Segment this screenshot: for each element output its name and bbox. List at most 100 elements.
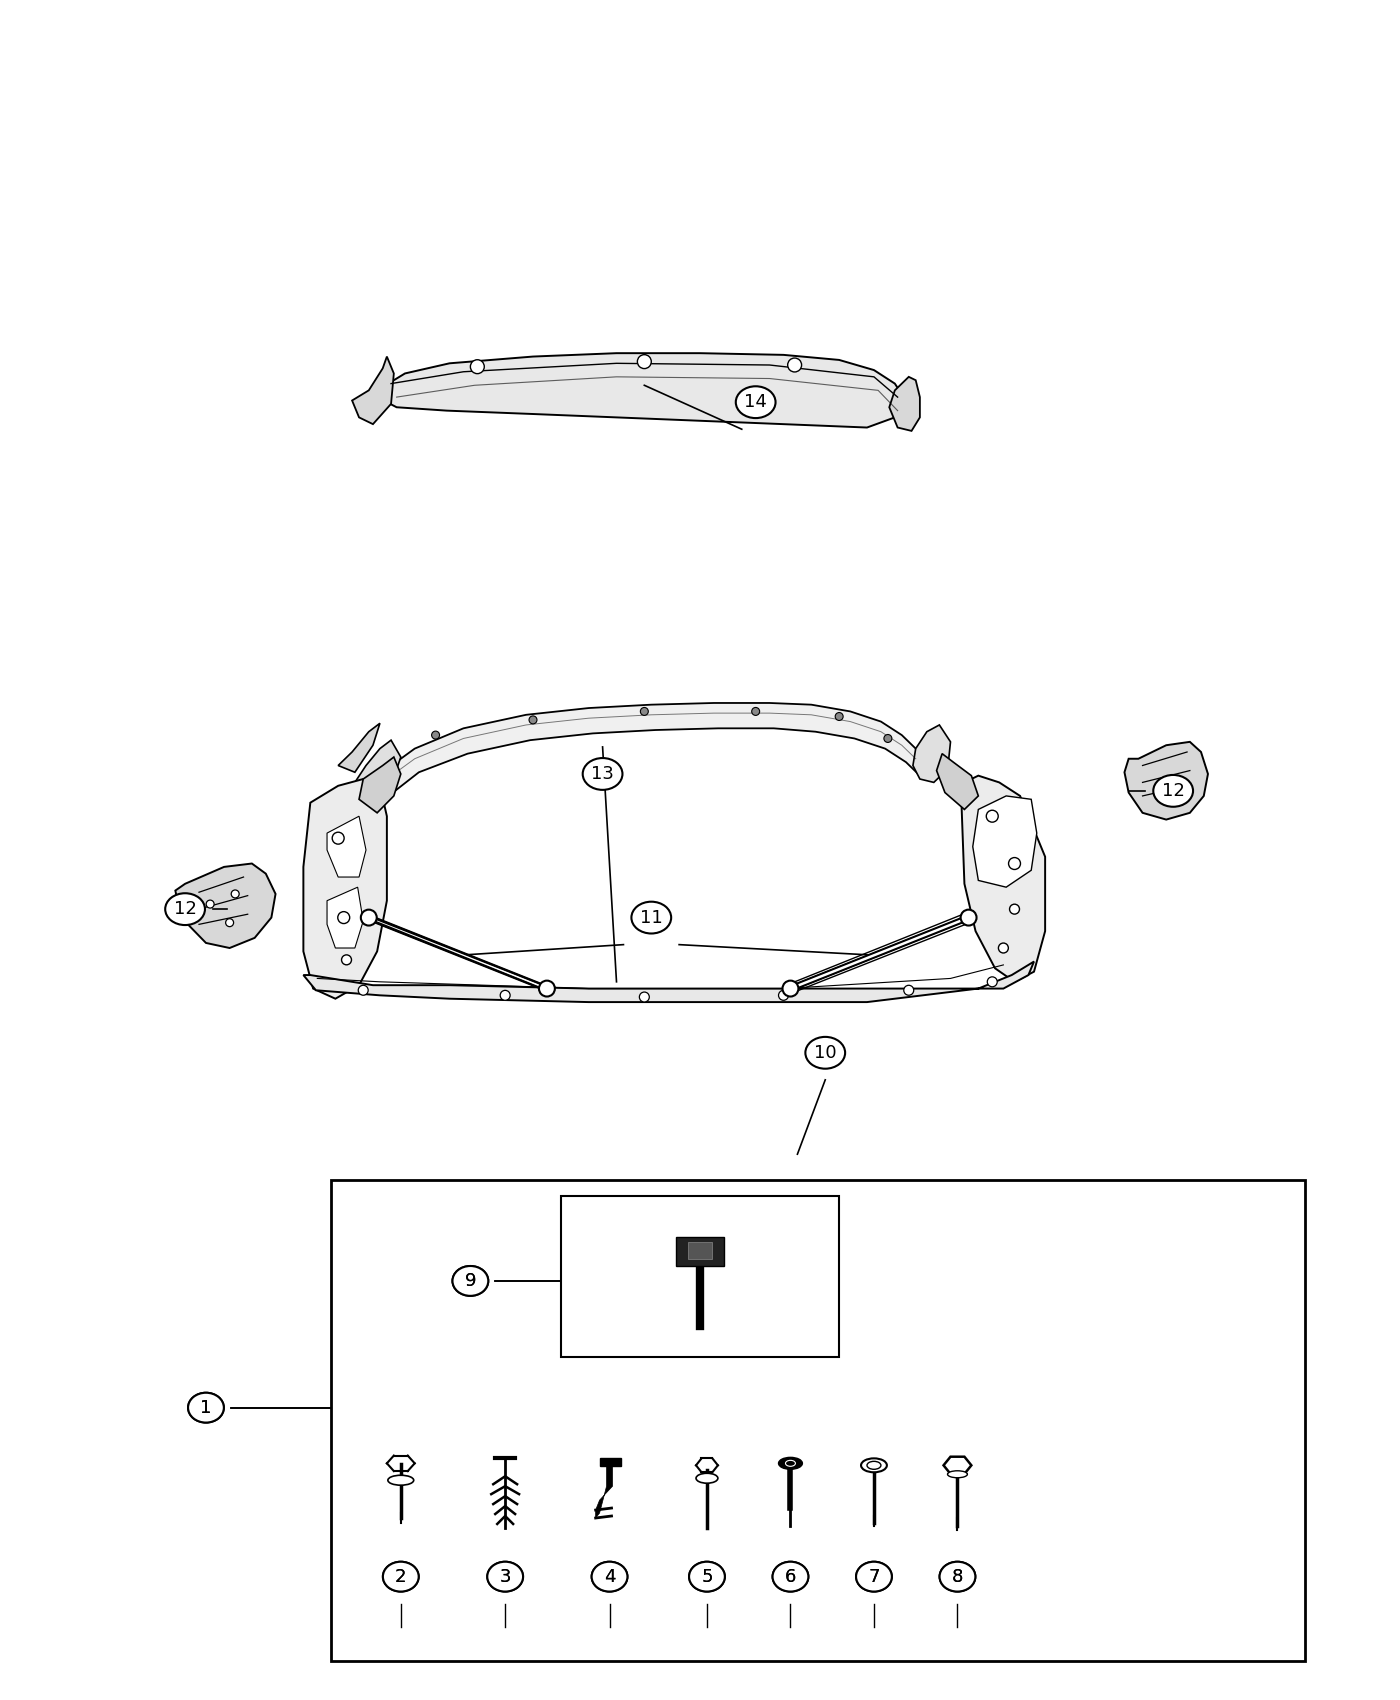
- Text: 6: 6: [785, 1567, 797, 1586]
- Ellipse shape: [592, 1562, 627, 1591]
- Ellipse shape: [388, 1476, 414, 1486]
- Ellipse shape: [689, 1562, 725, 1591]
- Ellipse shape: [861, 1459, 886, 1472]
- Polygon shape: [358, 756, 400, 813]
- Polygon shape: [304, 779, 386, 998]
- Polygon shape: [1124, 741, 1208, 819]
- Text: 9: 9: [465, 1272, 476, 1290]
- Circle shape: [998, 944, 1008, 954]
- Circle shape: [500, 991, 510, 1000]
- Ellipse shape: [382, 1562, 419, 1591]
- Ellipse shape: [382, 1562, 419, 1591]
- Ellipse shape: [948, 1470, 967, 1477]
- Circle shape: [337, 911, 350, 923]
- Ellipse shape: [188, 1392, 224, 1423]
- Circle shape: [1008, 857, 1021, 869]
- Bar: [687, 1241, 713, 1260]
- Text: 4: 4: [603, 1567, 615, 1586]
- Polygon shape: [328, 816, 365, 877]
- Ellipse shape: [939, 1562, 976, 1591]
- Ellipse shape: [696, 1474, 718, 1482]
- Circle shape: [960, 910, 977, 925]
- Polygon shape: [595, 1467, 613, 1518]
- Polygon shape: [973, 796, 1037, 887]
- Ellipse shape: [452, 1266, 489, 1295]
- Polygon shape: [599, 1459, 622, 1467]
- Polygon shape: [351, 357, 393, 425]
- Text: 5: 5: [701, 1567, 713, 1586]
- Text: 9: 9: [465, 1272, 476, 1290]
- Text: 13: 13: [591, 765, 615, 784]
- Ellipse shape: [773, 1562, 808, 1591]
- Ellipse shape: [855, 1562, 892, 1591]
- Text: 7: 7: [868, 1567, 879, 1586]
- Circle shape: [529, 716, 538, 724]
- Ellipse shape: [785, 1460, 795, 1467]
- Ellipse shape: [592, 1562, 627, 1591]
- Text: 12: 12: [1162, 782, 1184, 801]
- Circle shape: [470, 360, 484, 374]
- Circle shape: [640, 707, 648, 716]
- Polygon shape: [944, 1457, 972, 1474]
- Polygon shape: [889, 377, 920, 430]
- Ellipse shape: [778, 1457, 802, 1469]
- Circle shape: [788, 359, 802, 372]
- Circle shape: [358, 986, 368, 994]
- Text: 2: 2: [395, 1567, 406, 1586]
- Circle shape: [778, 991, 788, 1000]
- Ellipse shape: [1154, 775, 1193, 808]
- Ellipse shape: [452, 1266, 489, 1295]
- Circle shape: [904, 986, 914, 994]
- Text: 5: 5: [701, 1567, 713, 1586]
- Text: 10: 10: [813, 1044, 837, 1062]
- Circle shape: [342, 955, 351, 966]
- Bar: [676, 1236, 724, 1266]
- Text: 1: 1: [200, 1399, 211, 1416]
- Ellipse shape: [855, 1562, 892, 1591]
- Polygon shape: [339, 722, 379, 772]
- Ellipse shape: [867, 1462, 881, 1469]
- Circle shape: [1009, 904, 1019, 915]
- Polygon shape: [372, 704, 920, 802]
- Text: 4: 4: [603, 1567, 615, 1586]
- Polygon shape: [962, 775, 1046, 983]
- Ellipse shape: [736, 386, 776, 418]
- Bar: [332, 1180, 1305, 1661]
- Ellipse shape: [773, 1562, 808, 1591]
- Ellipse shape: [939, 1562, 976, 1591]
- Bar: [561, 1197, 839, 1357]
- Polygon shape: [304, 962, 1035, 1001]
- Circle shape: [206, 899, 214, 908]
- Circle shape: [836, 712, 843, 721]
- Ellipse shape: [805, 1037, 846, 1069]
- Ellipse shape: [631, 901, 671, 933]
- Circle shape: [987, 977, 997, 986]
- Circle shape: [986, 811, 998, 823]
- Text: 11: 11: [640, 908, 662, 927]
- Text: 6: 6: [785, 1567, 797, 1586]
- Circle shape: [752, 707, 760, 716]
- Circle shape: [637, 355, 651, 369]
- Circle shape: [640, 993, 650, 1001]
- Circle shape: [883, 734, 892, 743]
- Text: 12: 12: [174, 899, 196, 918]
- Circle shape: [225, 918, 234, 927]
- Polygon shape: [328, 887, 363, 949]
- Polygon shape: [354, 740, 400, 802]
- Polygon shape: [175, 864, 276, 949]
- Text: 7: 7: [868, 1567, 879, 1586]
- Text: 8: 8: [952, 1567, 963, 1586]
- Polygon shape: [937, 753, 979, 809]
- Ellipse shape: [689, 1562, 725, 1591]
- Polygon shape: [368, 354, 906, 427]
- Ellipse shape: [188, 1392, 224, 1423]
- Text: 14: 14: [745, 393, 767, 411]
- Text: 8: 8: [952, 1567, 963, 1586]
- Circle shape: [539, 981, 554, 996]
- Ellipse shape: [165, 892, 204, 925]
- Text: 2: 2: [395, 1567, 406, 1586]
- Circle shape: [431, 731, 440, 740]
- Text: 1: 1: [200, 1399, 211, 1416]
- Polygon shape: [913, 724, 951, 782]
- Circle shape: [231, 891, 239, 898]
